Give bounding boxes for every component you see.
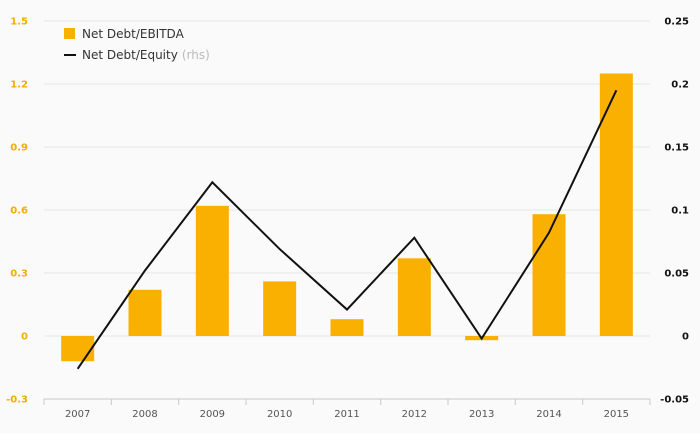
right-tick-label: -0.05 bbox=[660, 395, 689, 406]
bar-series-net-debt-ebitda bbox=[61, 73, 633, 362]
x-tick-label: 2014 bbox=[536, 409, 561, 420]
left-tick-label: -0.3 bbox=[6, 395, 28, 406]
legend-label-net-debt-equity-group: Net Debt/Equity (rhs) bbox=[82, 48, 210, 62]
x-tick-label: 2012 bbox=[402, 409, 427, 420]
x-tick-label: 2011 bbox=[334, 409, 359, 420]
left-tick-label: 0.9 bbox=[10, 143, 28, 154]
bar-2010 bbox=[263, 281, 297, 336]
bar-2007 bbox=[61, 336, 95, 362]
right-tick-label: 0 bbox=[682, 332, 689, 343]
x-tick-label: 2008 bbox=[132, 409, 157, 420]
x-tick-label: 2015 bbox=[604, 409, 629, 420]
legend-swatch-bar bbox=[64, 28, 75, 39]
legend: Net Debt/EBITDA Net Debt/Equity (rhs) bbox=[64, 27, 210, 62]
x-axis-ticks: 2007 2008 2009 2010 2011 2012 2013 2014 2015 bbox=[65, 409, 629, 420]
right-y-axis-ticks: -0.05 0 0.05 0.1 0.15 0.2 0.25 bbox=[660, 17, 689, 406]
bar-2008 bbox=[128, 289, 162, 336]
right-tick-label: 0.2 bbox=[671, 80, 689, 91]
left-tick-label: 0.3 bbox=[10, 269, 28, 280]
left-tick-label: 1.2 bbox=[10, 80, 28, 91]
legend-label-net-debt-ebitda: Net Debt/EBITDA bbox=[82, 27, 185, 41]
right-tick-label: 0.1 bbox=[671, 206, 689, 217]
legend-label-net-debt-equity: Net Debt/Equity bbox=[82, 48, 178, 62]
x-tick-label: 2010 bbox=[267, 409, 292, 420]
bar-2009 bbox=[195, 205, 229, 336]
left-tick-label: 0 bbox=[21, 332, 28, 343]
line-series-net-debt-equity bbox=[76, 89, 618, 370]
left-tick-label: 1.5 bbox=[10, 17, 28, 28]
x-tick-label: 2013 bbox=[469, 409, 494, 420]
right-tick-label: 0.05 bbox=[664, 269, 689, 280]
left-tick-label: 0.6 bbox=[10, 206, 28, 217]
x-tick-label: 2007 bbox=[65, 409, 90, 420]
bar-2015 bbox=[599, 73, 633, 336]
x-tick-label: 2009 bbox=[200, 409, 225, 420]
bar-2011 bbox=[330, 319, 364, 336]
right-tick-label: 0.15 bbox=[664, 143, 689, 154]
right-tick-label: 0.25 bbox=[664, 17, 689, 28]
left-y-axis-ticks: -0.3 0 0.3 0.6 0.9 1.2 1.5 bbox=[6, 17, 28, 406]
legend-label-rhs-note: (rhs) bbox=[182, 48, 210, 62]
x-axis bbox=[43, 398, 651, 405]
bar-2012 bbox=[397, 258, 431, 336]
